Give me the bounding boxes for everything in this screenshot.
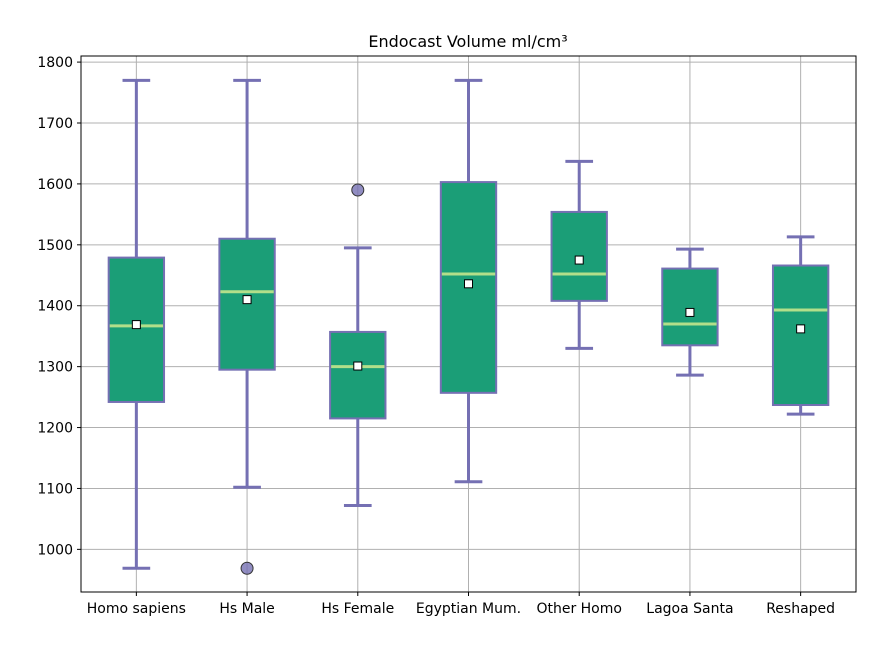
chart-title: Endocast Volume ml/cm³ xyxy=(368,32,567,51)
x-tick-label-4: Other Homo xyxy=(536,601,622,617)
box-group-2 xyxy=(329,183,387,508)
box-group-5 xyxy=(661,247,719,377)
x-tick-label-5: Lagoa Santa xyxy=(646,601,733,617)
box-group-3 xyxy=(439,78,498,484)
y-tick-label-1000: 1000 xyxy=(37,542,73,558)
box-group-1 xyxy=(218,78,276,575)
mean-marker-1 xyxy=(242,295,252,305)
y-tick-label-1300: 1300 xyxy=(37,360,73,376)
flier-2-0 xyxy=(351,183,365,197)
x-tick-label-6: Reshaped xyxy=(766,601,835,617)
mean-marker-2 xyxy=(353,361,363,371)
box-group-6 xyxy=(771,235,830,416)
x-tick-label-1: Hs Male xyxy=(219,601,274,617)
y-tick-label-1100: 1100 xyxy=(37,481,73,497)
mean-marker-0 xyxy=(131,320,141,330)
y-tick-label-1600: 1600 xyxy=(37,177,73,193)
box-group-0 xyxy=(107,78,166,570)
mean-marker-3 xyxy=(464,279,473,289)
x-tick-label-0: Homo sapiens xyxy=(87,601,186,617)
axes: 1000 1100 1200 1300 1400 1500 1600 1700 1800 Homo… xyxy=(37,55,857,617)
boxes xyxy=(107,78,830,575)
flier-1-0 xyxy=(240,561,254,575)
y-tick-label-1200: 1200 xyxy=(37,421,73,437)
x-tick-label-2: Hs Female xyxy=(321,601,394,617)
mean-marker-5 xyxy=(685,307,695,317)
mean-marker-4 xyxy=(574,255,584,265)
y-tick-label-1400: 1400 xyxy=(37,299,73,315)
x-tick-label-3: Egyptian Mum. xyxy=(416,601,521,617)
y-tick-label-1800: 1800 xyxy=(37,55,73,71)
box-5 xyxy=(661,267,719,347)
box-0 xyxy=(107,256,166,403)
box-group-4 xyxy=(550,159,608,350)
mean-marker-6 xyxy=(796,324,806,334)
box-6 xyxy=(771,264,830,407)
box-1 xyxy=(218,237,276,371)
y-tick-label-1700: 1700 xyxy=(37,116,73,132)
y-tick-label-1500: 1500 xyxy=(37,238,73,254)
box-2 xyxy=(329,330,387,420)
